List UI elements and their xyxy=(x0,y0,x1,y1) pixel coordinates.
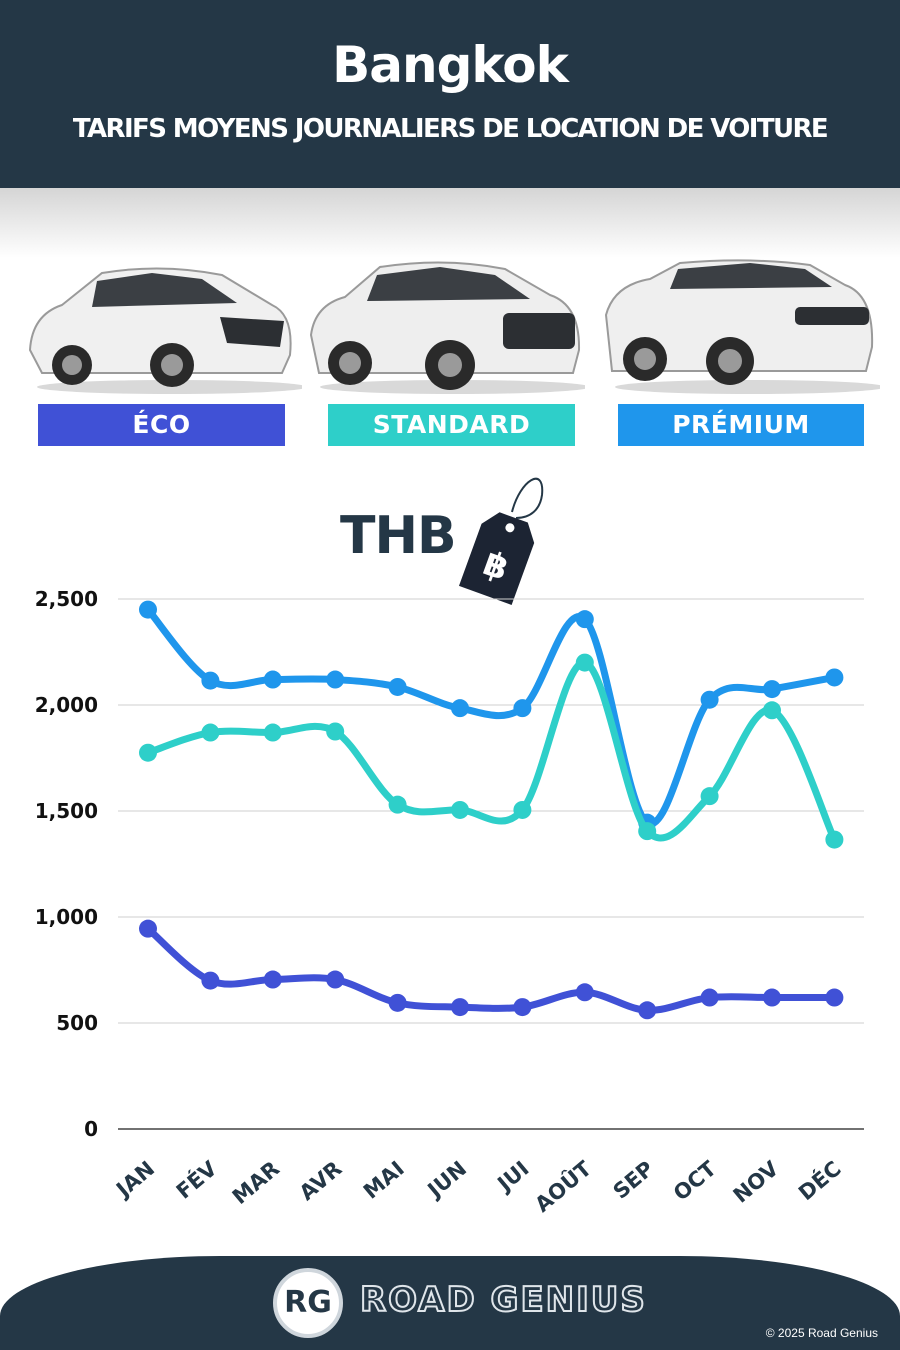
data-point xyxy=(763,701,781,720)
x-tick-label: NOV xyxy=(729,1156,784,1208)
data-point xyxy=(326,970,345,989)
page-title: Bangkok xyxy=(332,36,569,94)
y-tick-label: 1,500 xyxy=(35,799,98,823)
price-tag-icon: ฿ xyxy=(458,477,544,605)
data-point xyxy=(700,690,719,709)
x-tick-label: MAI xyxy=(359,1156,409,1203)
data-point xyxy=(700,988,719,1007)
data-point xyxy=(388,677,407,696)
data-point xyxy=(575,983,594,1002)
data-point xyxy=(513,699,532,718)
x-tick-label: JUI xyxy=(492,1156,534,1197)
data-point xyxy=(201,971,220,990)
data-point xyxy=(451,998,469,1017)
y-tick-label: 2,500 xyxy=(35,587,98,611)
data-point xyxy=(825,988,844,1007)
data-point xyxy=(575,653,594,672)
chart-grid xyxy=(118,598,864,1130)
x-tick-label: JUN xyxy=(422,1156,471,1203)
category-standard: STANDARD xyxy=(328,404,575,446)
data-point xyxy=(513,998,532,1017)
currency-label: THB xyxy=(340,506,457,566)
header-banner: Bangkok TARIFS MOYENS JOURNALIERS DE LOC… xyxy=(0,0,900,188)
brand-name: ROAD GENIUS xyxy=(359,1279,647,1321)
chart-series xyxy=(139,600,844,1020)
data-point xyxy=(451,800,469,819)
data-point xyxy=(451,699,469,718)
y-tick-label: 500 xyxy=(56,1011,98,1035)
data-point xyxy=(763,680,781,699)
x-tick-label: DÉC xyxy=(793,1156,845,1205)
standard-car-image xyxy=(305,255,590,395)
x-tick-label: SEP xyxy=(609,1156,659,1203)
data-point xyxy=(201,723,220,742)
header-shadow xyxy=(0,188,900,258)
data-point xyxy=(326,722,345,741)
x-tick-label: OCT xyxy=(669,1156,721,1205)
data-point xyxy=(263,723,282,742)
data-point xyxy=(700,787,719,806)
y-tick-label: 2,000 xyxy=(35,693,98,717)
data-point xyxy=(139,743,157,762)
data-point xyxy=(139,919,157,938)
y-tick-label: 1,000 xyxy=(35,905,98,929)
data-point xyxy=(201,671,220,690)
series-line-0 xyxy=(144,606,838,828)
line-chart: 0 500 1,000 1,500 2,000 2,500 JAN FÉV MAR AVR MAI… xyxy=(35,587,864,1217)
copyright-text: © 2025 Road Genius xyxy=(765,1326,878,1340)
data-point xyxy=(388,993,407,1012)
footer-band xyxy=(0,1256,900,1350)
data-point xyxy=(388,795,407,814)
y-axis-ticks: 0 500 1,000 1,500 2,000 2,500 xyxy=(35,587,98,1141)
page-subtitle: TARIFS MOYENS JOURNALIERS DE LOCATION DE… xyxy=(72,114,829,144)
data-point xyxy=(575,610,594,629)
x-tick-label: MAR xyxy=(228,1156,284,1209)
eco-car-image xyxy=(22,255,307,395)
data-point xyxy=(825,668,844,687)
data-point xyxy=(825,830,844,849)
data-point xyxy=(326,670,345,689)
x-tick-label: AVR xyxy=(295,1156,347,1205)
data-point xyxy=(513,800,532,819)
data-point xyxy=(263,670,282,689)
x-tick-label: AOÛT xyxy=(530,1155,597,1217)
series-line-1 xyxy=(144,659,838,844)
data-point xyxy=(139,600,157,619)
data-point xyxy=(638,1001,657,1020)
y-tick-label: 0 xyxy=(84,1117,98,1141)
data-point xyxy=(763,988,781,1007)
data-point xyxy=(263,970,282,989)
category-premium: PRÉMIUM xyxy=(618,404,864,446)
category-eco: ÉCO xyxy=(38,404,285,446)
data-point xyxy=(638,822,657,841)
x-tick-label: FÉV xyxy=(171,1155,222,1204)
premium-car-image xyxy=(600,255,885,395)
x-tick-label: JAN xyxy=(110,1156,159,1202)
series-line-2 xyxy=(144,925,838,1014)
road-genius-logo: RG xyxy=(273,1268,343,1338)
